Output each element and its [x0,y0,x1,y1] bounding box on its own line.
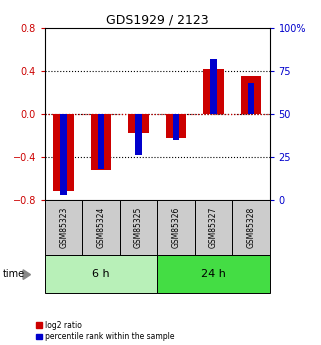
Text: 6 h: 6 h [92,269,110,279]
Bar [45,255,157,293]
Bar [157,255,270,293]
Bar [60,114,67,195]
Bar [232,200,270,255]
Title: GDS1929 / 2123: GDS1929 / 2123 [106,13,209,27]
Bar [247,83,254,114]
Bar [82,200,120,255]
Text: GSM85324: GSM85324 [97,207,106,248]
Bar [91,114,111,170]
Bar [166,114,186,138]
Text: GSM85326: GSM85326 [171,207,180,248]
Bar [173,114,179,140]
Bar [195,200,232,255]
Bar [53,114,74,191]
Text: time: time [3,269,25,279]
Bar [241,76,261,114]
Text: GSM85323: GSM85323 [59,207,68,248]
Text: GSM85328: GSM85328 [247,207,256,248]
Bar [210,59,217,114]
Bar [128,114,149,133]
Text: GSM85327: GSM85327 [209,207,218,248]
Text: 24 h: 24 h [201,269,226,279]
Bar [45,200,82,255]
Bar [120,200,157,255]
Text: GSM85325: GSM85325 [134,207,143,248]
Bar [135,114,142,155]
Bar [203,69,224,114]
Bar [98,114,105,169]
Legend: log2 ratio, percentile rank within the sample: log2 ratio, percentile rank within the s… [36,321,175,341]
Bar [157,200,195,255]
Polygon shape [23,270,30,279]
